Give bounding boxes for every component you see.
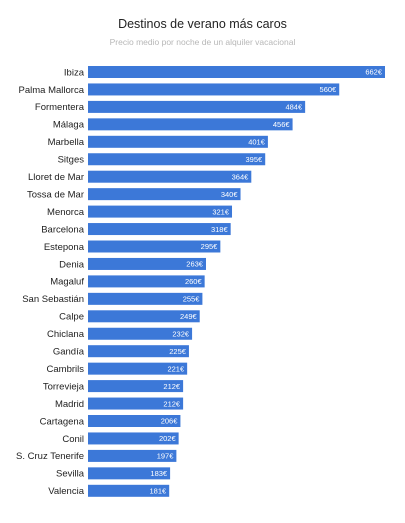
bar bbox=[88, 257, 206, 270]
category-label: Sevilla bbox=[56, 469, 85, 480]
bar-value-label: 232€ bbox=[172, 329, 190, 338]
bar bbox=[88, 467, 171, 480]
bar bbox=[88, 484, 170, 497]
bar bbox=[88, 380, 184, 393]
bar-value-label: 206€ bbox=[161, 417, 179, 426]
bar-value-label: 662€ bbox=[365, 68, 383, 77]
bar bbox=[88, 205, 233, 218]
bar bbox=[88, 83, 340, 96]
bar-value-label: 225€ bbox=[169, 347, 187, 356]
bar bbox=[88, 135, 268, 148]
bar bbox=[88, 432, 179, 445]
bar bbox=[88, 153, 266, 166]
bar-value-label: 263€ bbox=[186, 260, 204, 269]
category-label: Conil bbox=[62, 434, 84, 445]
category-label: Magaluf bbox=[50, 277, 84, 288]
bar bbox=[88, 188, 241, 201]
bar bbox=[88, 100, 306, 113]
category-label: Marbella bbox=[48, 137, 85, 148]
bar-value-label: 295€ bbox=[201, 242, 219, 251]
bar bbox=[88, 310, 200, 323]
category-label: Palma Mallorca bbox=[19, 85, 85, 96]
bar bbox=[88, 415, 181, 427]
bar-value-label: 321€ bbox=[212, 207, 230, 216]
category-label: Menorca bbox=[47, 207, 85, 218]
bar-value-label: 401€ bbox=[248, 138, 266, 147]
chart-subtitle: Precio medio por noche de un alquiler va… bbox=[109, 37, 296, 47]
category-label: Valencia bbox=[48, 486, 84, 497]
bar-value-label: 456€ bbox=[273, 120, 291, 129]
bar bbox=[88, 223, 231, 236]
category-label: Denia bbox=[59, 259, 85, 270]
category-label: Cartagena bbox=[40, 416, 85, 427]
bar-value-label: 260€ bbox=[185, 277, 203, 286]
bar bbox=[88, 362, 188, 375]
bar bbox=[88, 240, 221, 253]
category-label: Formentera bbox=[35, 102, 85, 113]
bar-value-label: 340€ bbox=[221, 190, 239, 199]
bar-value-label: 484€ bbox=[285, 103, 303, 112]
bar-value-label: 197€ bbox=[157, 452, 175, 461]
bar-value-label: 364€ bbox=[232, 172, 250, 181]
category-label: Gandía bbox=[53, 347, 85, 358]
bar-value-label: 183€ bbox=[150, 469, 168, 478]
bar bbox=[88, 449, 177, 462]
category-label: Sitges bbox=[58, 155, 85, 166]
bar bbox=[88, 170, 252, 183]
category-label: Barcelona bbox=[41, 224, 84, 235]
bar bbox=[88, 118, 293, 131]
bar-value-label: 181€ bbox=[150, 487, 168, 496]
category-label: Chiclana bbox=[47, 329, 85, 340]
category-label: Torrevieja bbox=[43, 381, 85, 392]
category-label: Ibiza bbox=[64, 67, 85, 78]
bar bbox=[88, 292, 203, 305]
chart-title: Destinos de verano más caros bbox=[118, 17, 287, 31]
bar-value-label: 249€ bbox=[180, 312, 198, 321]
bar-value-label: 255€ bbox=[183, 295, 201, 304]
bar bbox=[88, 275, 205, 288]
bar-value-label: 395€ bbox=[246, 155, 264, 164]
category-label: Lloret de Mar bbox=[28, 172, 84, 183]
bar-value-label: 221€ bbox=[167, 364, 185, 373]
bar-value-label: 212€ bbox=[163, 382, 181, 391]
category-label: S. Cruz Tenerife bbox=[16, 451, 84, 462]
bar-value-label: 560€ bbox=[320, 85, 338, 94]
bar-value-label: 202€ bbox=[159, 434, 177, 443]
category-label: Madrid bbox=[55, 399, 84, 410]
category-label: Málaga bbox=[53, 120, 85, 131]
category-label: Tossa de Mar bbox=[27, 189, 84, 200]
category-label: San Sebastián bbox=[22, 294, 84, 305]
bar-value-label: 212€ bbox=[163, 399, 181, 408]
bar bbox=[88, 397, 184, 410]
bar-value-label: 318€ bbox=[211, 225, 229, 234]
category-label: Cambrils bbox=[47, 364, 85, 375]
bar bbox=[88, 327, 193, 340]
bar bbox=[88, 66, 385, 78]
category-label: Calpe bbox=[59, 312, 84, 323]
category-label: Estepona bbox=[44, 242, 85, 253]
bar bbox=[88, 345, 189, 358]
